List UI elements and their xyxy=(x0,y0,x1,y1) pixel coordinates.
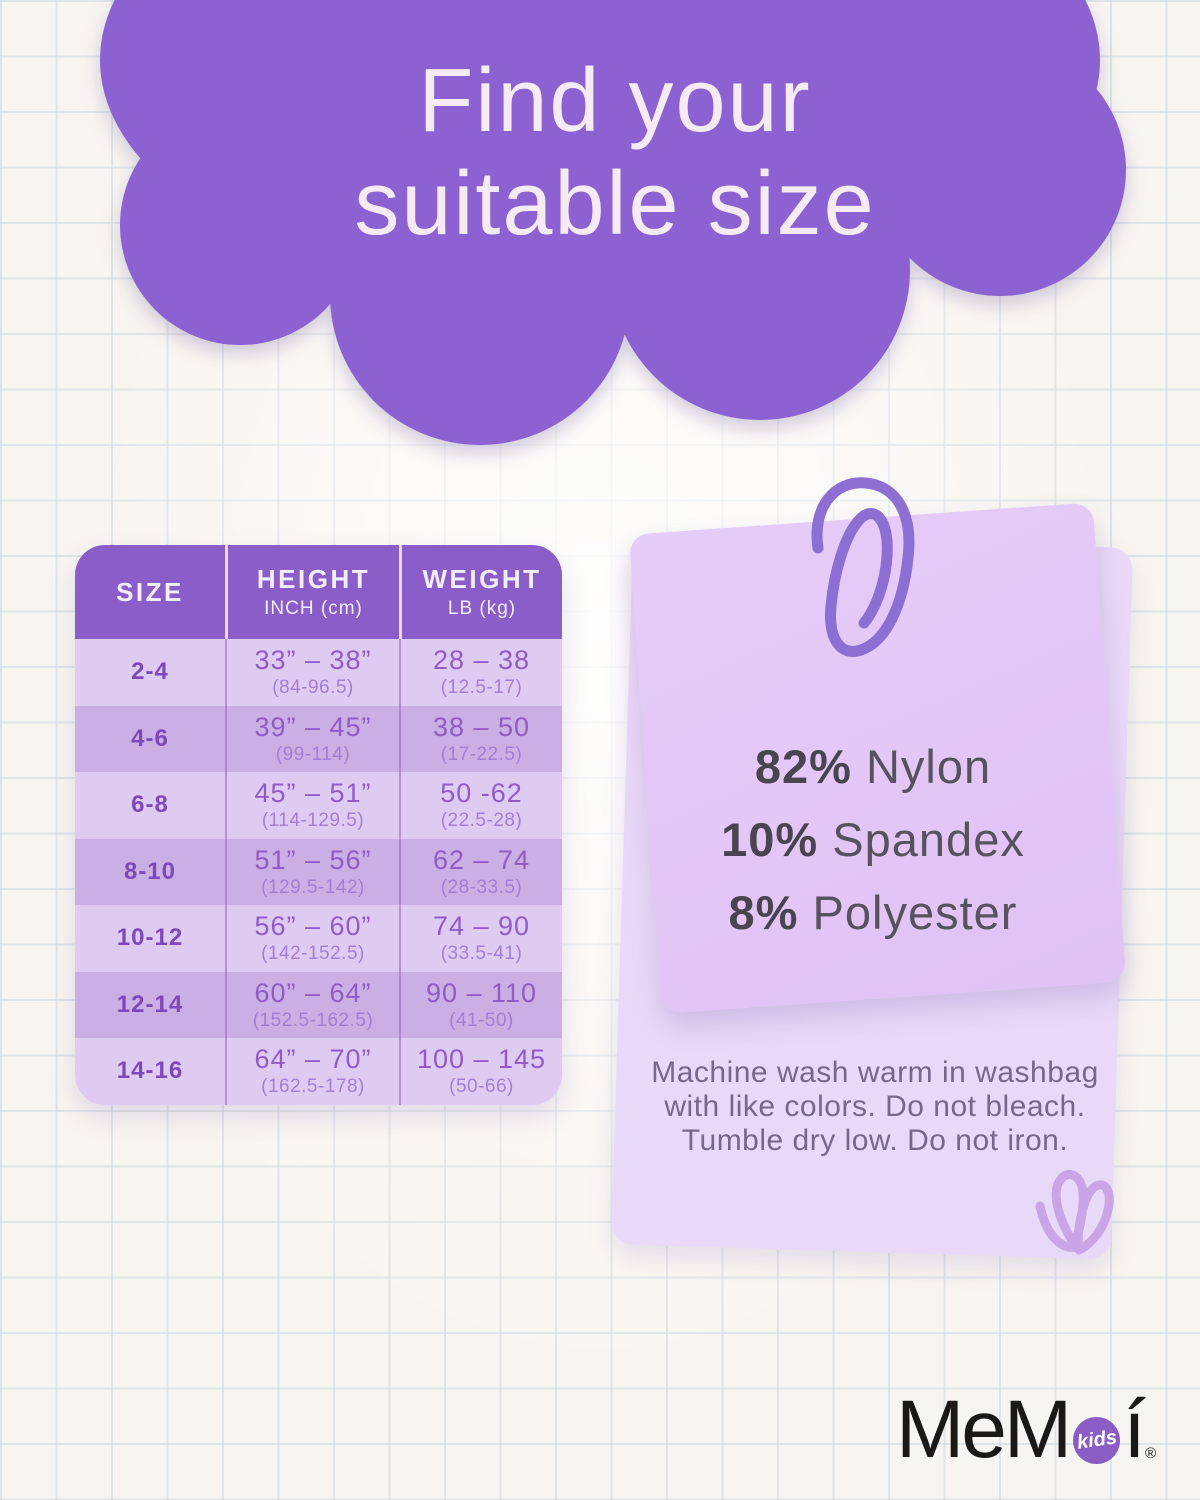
size-table-body: 2-4 33” – 38” (84-96.5) 28 – 38 (12.5-17) … xyxy=(75,639,562,1105)
row-height-cm: (142-152.5) xyxy=(261,943,365,965)
row-size: 14-16 xyxy=(116,1057,184,1085)
row-height-cm: (152.5-162.5) xyxy=(252,1009,374,1031)
row-weight-kg: (50-66) xyxy=(449,1076,514,1098)
row-weight: 28 – 38 xyxy=(432,645,531,676)
composition-line: 82% Nylon xyxy=(754,740,992,793)
composition-line: 8% Polyester xyxy=(728,886,1018,939)
kids-badge: kids xyxy=(1073,1417,1121,1464)
kids-badge-label: kids xyxy=(1075,1426,1118,1454)
care-line: Machine wash warm in washbag xyxy=(651,1056,1099,1089)
row-size: 8-10 xyxy=(123,857,177,885)
care-instructions: Machine wash warm in washbag with like c… xyxy=(640,1056,1110,1158)
row-weight: 100 – 145 xyxy=(416,1044,547,1075)
header-size: SIZE xyxy=(116,576,184,607)
row-size: 12-14 xyxy=(116,990,184,1018)
page-title-line1: Find your xyxy=(418,51,812,151)
row-height-cm: (162.5-178) xyxy=(261,1076,365,1098)
row-size: 6-8 xyxy=(131,791,169,819)
row-size: 10-12 xyxy=(116,924,184,952)
row-height-cm: (99-114) xyxy=(275,743,351,765)
registered-mark: ® xyxy=(1144,1445,1156,1462)
header-weight: WEIGHT LB (kg) xyxy=(399,545,562,639)
row-weight-kg: (17-22.5) xyxy=(440,743,523,765)
header-height: HEIGHT INCH (cm) xyxy=(225,545,399,639)
table-row: 12-14 60” – 64” (152.5-162.5) 90 – 110 (41… xyxy=(75,971,562,1038)
brand-name-prefix: MeM xyxy=(896,1384,1072,1475)
row-weight-kg: (28-33.5) xyxy=(440,876,523,898)
row-weight-kg: (22.5-28) xyxy=(440,810,523,832)
care-line: with like colors. Do not bleach. xyxy=(664,1090,1086,1123)
row-height: 39” – 45” xyxy=(254,711,372,742)
row-weight: 50 -62 xyxy=(440,778,523,809)
row-weight: 62 – 74 xyxy=(432,844,531,875)
row-height: 33” – 38” xyxy=(254,645,372,676)
care-line: Tumble dry low. Do not iron. xyxy=(681,1124,1069,1157)
table-row: 2-4 33” – 38” (84-96.5) 28 – 38 (12.5-17) xyxy=(75,639,562,706)
row-height: 64” – 70” xyxy=(254,1044,372,1075)
row-weight-kg: (12.5-17) xyxy=(440,677,523,699)
table-row: 8-10 51” – 56” (129.5-142) 62 – 74 (28-33.… xyxy=(75,838,562,905)
row-weight: 90 – 110 xyxy=(425,977,538,1008)
row-height-cm: (114-129.5) xyxy=(261,810,365,832)
table-row: 6-8 45” – 51” (114-129.5) 50 -62 (22.5-28) xyxy=(75,772,562,839)
row-height-cm: (84-96.5) xyxy=(272,677,354,699)
row-weight: 38 – 50 xyxy=(432,711,531,742)
brand-logo: MeM kids í ® xyxy=(896,1384,1156,1475)
row-height: 45” – 51” xyxy=(254,778,372,809)
row-weight-kg: (33.5-41) xyxy=(440,943,523,965)
brand-name-suffix: í xyxy=(1123,1384,1146,1475)
row-height: 56” – 60” xyxy=(254,911,372,942)
row-size: 2-4 xyxy=(131,658,169,686)
fabric-composition: 82% Nylon 10% Spandex 8% Polyester xyxy=(630,736,1116,955)
table-row: 14-16 64” – 70” (162.5-178) 100 – 145 (50-… xyxy=(75,1038,562,1105)
row-weight: 74 – 90 xyxy=(432,911,531,942)
page-title: Find your suitable size xyxy=(165,50,1065,256)
row-height: 60” – 64” xyxy=(254,977,372,1008)
row-size: 4-6 xyxy=(131,724,169,752)
cloud-shape xyxy=(100,0,1126,445)
size-table-header: SIZE HEIGHT INCH (cm) WEIGHT LB (kg) xyxy=(75,545,562,639)
composition-line: 10% Spandex xyxy=(721,813,1025,866)
row-height: 51” – 56” xyxy=(254,844,372,875)
row-height-cm: (129.5-142) xyxy=(261,876,365,898)
table-row: 4-6 39” – 45” (99-114) 38 – 50 (17-22.5) xyxy=(75,705,562,772)
page-title-line2: suitable size xyxy=(354,154,876,254)
size-table: SIZE HEIGHT INCH (cm) WEIGHT LB (kg) 2-4… xyxy=(75,545,562,1105)
table-row: 10-12 56” – 60” (142-152.5) 74 – 90 (33.5-… xyxy=(75,905,562,972)
row-weight-kg: (41-50) xyxy=(449,1009,514,1031)
